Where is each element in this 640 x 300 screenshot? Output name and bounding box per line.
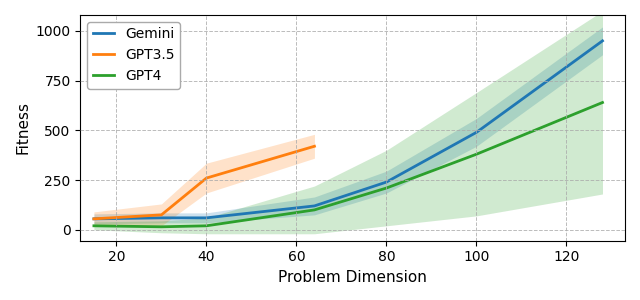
GPT4 — [598, 101, 606, 104]
GPT3.5 — [157, 213, 165, 217]
GPT3.5 — [203, 176, 211, 180]
Gemini — [90, 217, 98, 220]
Y-axis label: Fitness: Fitness — [15, 101, 30, 154]
Line: GPT4: GPT4 — [94, 103, 602, 227]
GPT3.5 — [90, 217, 98, 220]
Line: GPT3.5: GPT3.5 — [94, 146, 314, 219]
Gemini — [157, 216, 165, 220]
GPT4 — [383, 186, 390, 190]
Gemini — [383, 180, 390, 184]
Line: Gemini: Gemini — [94, 41, 602, 219]
GPT4 — [157, 225, 165, 229]
X-axis label: Problem Dimension: Problem Dimension — [278, 270, 427, 285]
GPT3.5 — [310, 145, 318, 148]
Legend: Gemini, GPT3.5, GPT4: Gemini, GPT3.5, GPT4 — [87, 22, 180, 89]
GPT4 — [310, 208, 318, 212]
Gemini — [203, 216, 211, 220]
Gemini — [472, 130, 480, 134]
GPT4 — [90, 224, 98, 228]
GPT4 — [203, 224, 211, 228]
GPT4 — [472, 152, 480, 156]
Gemini — [310, 204, 318, 208]
Gemini — [598, 39, 606, 43]
